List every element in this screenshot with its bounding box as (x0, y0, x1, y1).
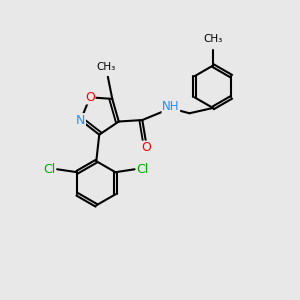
Text: Cl: Cl (137, 163, 149, 176)
Text: N: N (76, 114, 86, 127)
Text: O: O (141, 141, 151, 154)
Text: Cl: Cl (43, 163, 55, 176)
Text: O: O (85, 91, 95, 104)
Text: CH₃: CH₃ (203, 34, 223, 44)
Text: NH: NH (162, 100, 180, 113)
Text: CH₃: CH₃ (97, 61, 116, 71)
